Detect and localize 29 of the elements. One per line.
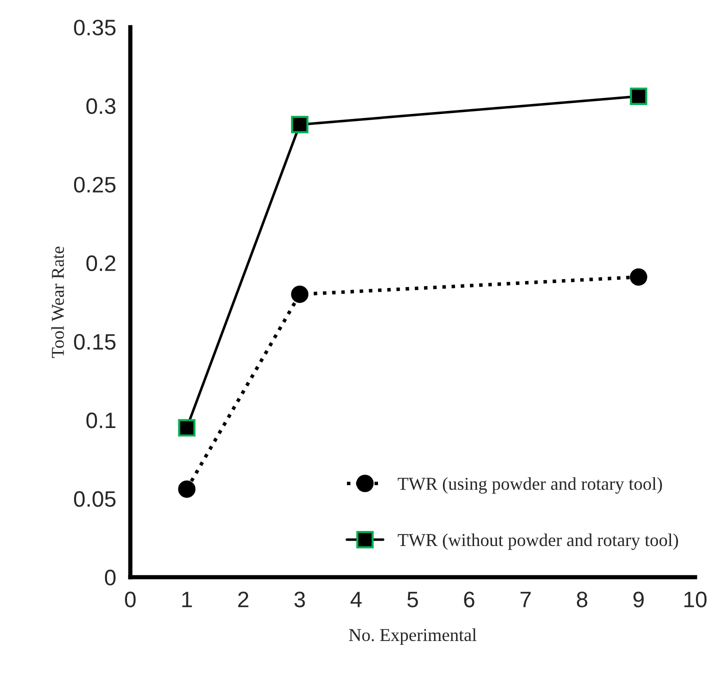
y-tick-label: 0.1 bbox=[86, 412, 116, 428]
y-tick-label: 0.2 bbox=[86, 255, 116, 272]
y-tick-label: 0.05 bbox=[74, 491, 116, 507]
y-tick-label: 0.15 bbox=[74, 334, 116, 350]
y-axis-title: Tool Wear Rate bbox=[51, 246, 64, 358]
y-tick-label: 0 bbox=[104, 570, 116, 586]
x-tick-label: 2 bbox=[238, 592, 248, 608]
x-tick-label: 7 bbox=[520, 592, 531, 608]
x-axis-title: No. Experimental bbox=[349, 628, 476, 645]
y-tick-label: 0.3 bbox=[86, 98, 116, 114]
legend-label: TWR (using powder and rotary tool) bbox=[398, 477, 662, 494]
x-tick-label: 5 bbox=[407, 592, 418, 608]
x-tick-label: 4 bbox=[350, 592, 362, 608]
point bbox=[291, 286, 308, 303]
x-tick-label: 1 bbox=[182, 592, 192, 608]
point bbox=[291, 116, 308, 134]
point bbox=[178, 419, 196, 437]
x-tick-label: 8 bbox=[576, 592, 588, 608]
point bbox=[630, 268, 648, 286]
legend-label: TWR (without powder and rotary tool) bbox=[398, 533, 678, 550]
x-tick-label: 9 bbox=[633, 592, 644, 608]
point bbox=[630, 88, 648, 105]
point bbox=[178, 480, 196, 498]
x-tick-label: 3 bbox=[294, 592, 305, 608]
y-tick-label: 0.35 bbox=[74, 20, 116, 36]
x-tick-label: 6 bbox=[464, 592, 474, 608]
x-tick-label: 0 bbox=[125, 592, 136, 608]
x-tick-label: 10 bbox=[684, 592, 707, 608]
y-tick-label: 0.25 bbox=[74, 176, 116, 193]
